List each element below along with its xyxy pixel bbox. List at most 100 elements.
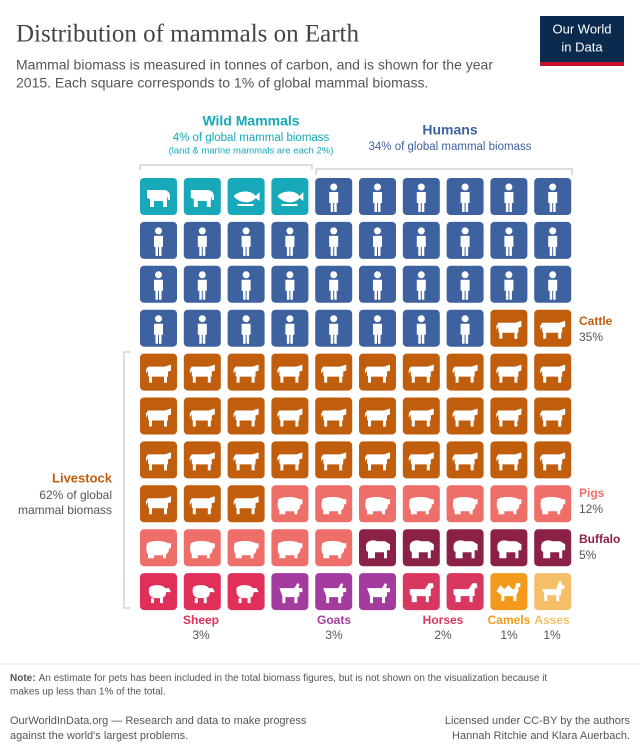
series-name: Camels bbox=[488, 613, 531, 627]
waffle-square bbox=[359, 441, 396, 479]
icon bbox=[504, 271, 514, 300]
icon bbox=[236, 585, 259, 604]
icon bbox=[540, 452, 566, 471]
group-label: 62% of global bbox=[39, 488, 112, 502]
icon bbox=[279, 583, 303, 604]
series-value-label: 35% bbox=[579, 330, 603, 344]
note-text: An estimate for pets has been included i… bbox=[39, 673, 548, 684]
waffle-square bbox=[140, 353, 177, 391]
icon bbox=[241, 315, 251, 344]
waffle-square bbox=[183, 265, 221, 303]
icon bbox=[416, 227, 426, 256]
icon bbox=[452, 364, 478, 383]
icon bbox=[189, 408, 215, 427]
waffle-square bbox=[140, 485, 177, 523]
icon bbox=[189, 452, 215, 471]
icon bbox=[365, 497, 390, 515]
icon bbox=[321, 364, 347, 383]
logo-text: in Data bbox=[561, 39, 603, 54]
icon bbox=[452, 408, 478, 427]
icon bbox=[373, 315, 382, 344]
series-value-label: 2% bbox=[434, 628, 452, 642]
icon bbox=[373, 183, 382, 212]
waffle-square bbox=[402, 221, 440, 259]
icon bbox=[416, 183, 426, 212]
waffle-square bbox=[315, 485, 353, 523]
icon bbox=[190, 540, 215, 559]
waffle-square bbox=[490, 441, 528, 479]
logo-stripe bbox=[540, 62, 624, 66]
waffle-square bbox=[534, 178, 572, 215]
icon bbox=[277, 191, 304, 206]
waffle-square bbox=[359, 178, 396, 215]
icon bbox=[504, 227, 514, 256]
icon bbox=[453, 583, 478, 603]
waffle-square bbox=[490, 265, 528, 303]
waffle-square bbox=[359, 221, 396, 259]
waffle-square bbox=[183, 397, 221, 435]
waffle-square bbox=[271, 353, 309, 391]
waffle-square bbox=[534, 265, 572, 303]
icon bbox=[192, 585, 215, 604]
icon bbox=[197, 271, 207, 300]
waffle-square bbox=[446, 309, 484, 347]
waffle-square bbox=[359, 265, 396, 303]
subtitle: Mammal biomass is measured in tonnes of … bbox=[16, 57, 493, 73]
group-label: mammal biomass bbox=[18, 503, 112, 517]
waffle-square bbox=[140, 221, 177, 259]
icon bbox=[542, 581, 565, 602]
waffle-square bbox=[183, 221, 221, 259]
waffle-square bbox=[271, 573, 309, 611]
waffle-square bbox=[490, 309, 528, 347]
icon bbox=[146, 364, 171, 383]
waffle-square bbox=[227, 221, 265, 259]
icon bbox=[146, 452, 171, 471]
icon bbox=[496, 408, 522, 427]
icon bbox=[277, 408, 303, 427]
waffle-square bbox=[402, 309, 440, 347]
icon bbox=[496, 452, 522, 471]
icon bbox=[504, 183, 514, 212]
icon bbox=[146, 540, 171, 559]
icon bbox=[148, 585, 171, 604]
icon bbox=[460, 271, 470, 300]
waffle-square bbox=[359, 529, 396, 567]
series-value-label: 12% bbox=[579, 502, 603, 516]
series-note: (land & marine mammals are each 2%) bbox=[169, 146, 334, 157]
waffle-square bbox=[446, 573, 484, 611]
waffle-square bbox=[183, 178, 221, 215]
icon bbox=[277, 364, 303, 383]
note-label: Note: bbox=[10, 673, 36, 684]
waffle-square bbox=[359, 353, 396, 391]
icon bbox=[460, 183, 470, 212]
icon bbox=[323, 583, 347, 604]
icon bbox=[329, 227, 339, 256]
icon bbox=[365, 452, 390, 471]
waffle-square bbox=[315, 397, 353, 435]
waffle-square bbox=[402, 353, 440, 391]
waffle-square bbox=[315, 353, 353, 391]
waffle-square bbox=[271, 309, 309, 347]
series-name: Wild Mammals bbox=[202, 113, 299, 129]
icon bbox=[233, 191, 260, 206]
waffle-square bbox=[534, 573, 572, 611]
waffle-square bbox=[140, 397, 177, 435]
series-name: Buffalo bbox=[579, 532, 620, 546]
license: Hannah Ritchie and Klara Auerbach. bbox=[452, 730, 630, 742]
waffle-square bbox=[402, 265, 440, 303]
note-text: makes up less than 1% of the total. bbox=[10, 687, 166, 698]
icon bbox=[321, 497, 347, 515]
icon bbox=[496, 497, 522, 515]
series-name: Asses bbox=[534, 613, 570, 627]
waffle-square bbox=[402, 397, 440, 435]
waffle-square bbox=[534, 309, 572, 347]
icon bbox=[408, 408, 434, 427]
icon bbox=[154, 315, 163, 344]
icon bbox=[541, 540, 566, 559]
waffle-square bbox=[446, 221, 484, 259]
waffle-square bbox=[227, 441, 265, 479]
waffle-square bbox=[446, 485, 484, 523]
icon bbox=[277, 497, 303, 515]
icon bbox=[233, 540, 259, 559]
icon bbox=[540, 320, 566, 339]
